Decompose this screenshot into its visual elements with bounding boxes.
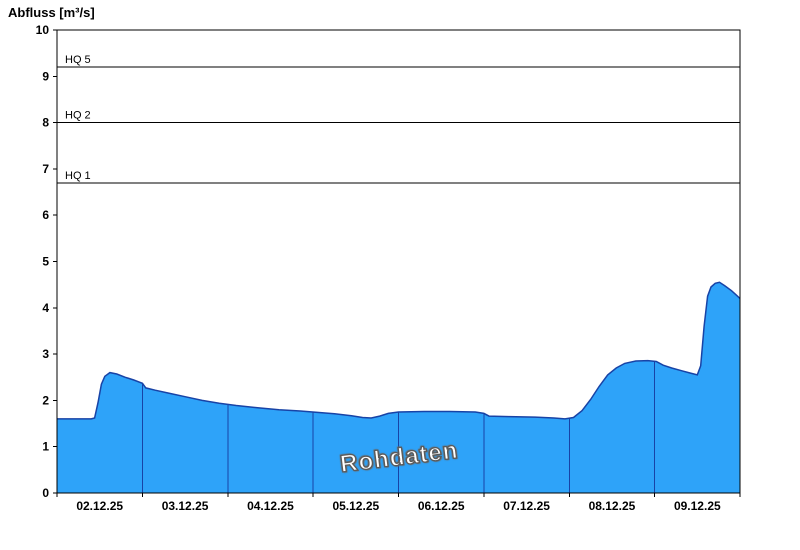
reference-line-label: HQ 1: [65, 170, 91, 182]
y-tick-label: 1: [42, 440, 49, 454]
chart-title: Abfluss [m³/s]: [8, 5, 95, 20]
reference-line-label: HQ 2: [65, 110, 91, 122]
y-tick-label: 2: [42, 393, 49, 407]
x-tick-label: 03.12.25: [162, 499, 209, 513]
plot-frame: [56, 29, 741, 494]
y-tick-label: 10: [36, 23, 50, 37]
y-tick-label: 4: [42, 301, 49, 315]
reference-line-label: HQ 5: [65, 54, 91, 66]
x-tick-label: 02.12.25: [76, 499, 123, 513]
y-tick-label: 6: [42, 208, 49, 222]
x-tick-label: 08.12.25: [589, 499, 636, 513]
y-tick-label: 5: [42, 255, 49, 269]
x-tick-label: 07.12.25: [503, 499, 550, 513]
x-tick-label: 09.12.25: [674, 499, 721, 513]
x-tick-label: 05.12.25: [332, 499, 379, 513]
y-tick-label: 7: [42, 162, 49, 176]
y-tick-label: 0: [42, 486, 49, 500]
y-tick-label: 8: [42, 116, 49, 130]
y-tick-label: 3: [42, 347, 49, 361]
x-tick-label: 04.12.25: [247, 499, 294, 513]
y-tick-label: 9: [42, 69, 49, 83]
series-line: [57, 281, 741, 420]
x-tick-label: 06.12.25: [418, 499, 465, 513]
